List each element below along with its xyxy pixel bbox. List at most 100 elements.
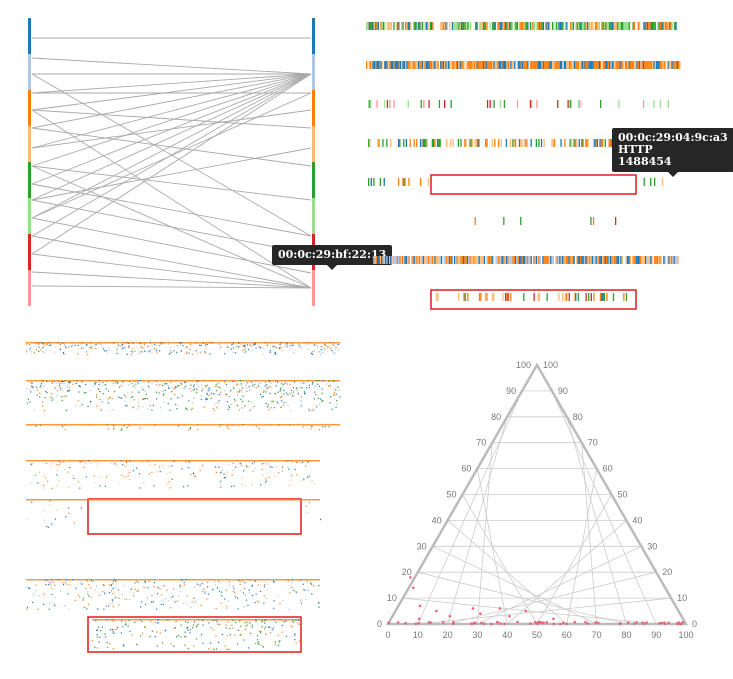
packet-dot[interactable] [192,473,195,475]
packet-tick[interactable] [390,139,392,147]
packet-dot[interactable] [242,460,244,462]
packet-dot[interactable] [141,461,143,463]
packet-tick[interactable] [428,61,430,69]
packet-tick[interactable] [460,61,463,69]
packet-dot[interactable] [196,342,198,344]
packet-tick[interactable] [580,22,582,30]
packet-dot[interactable] [168,387,170,389]
packet-dot[interactable] [187,647,189,650]
packet-dot[interactable] [212,579,214,581]
packet-dot[interactable] [233,387,235,389]
packet-tick[interactable] [631,61,633,69]
packet-tick[interactable] [444,100,446,108]
packet-dot[interactable] [281,395,283,397]
ternary-point[interactable] [490,622,493,626]
packet-tick[interactable] [399,139,401,147]
packet-dot[interactable] [192,389,194,391]
packet-tick[interactable] [432,22,434,30]
packet-dot[interactable] [315,393,317,396]
packet-dot[interactable] [194,475,197,477]
packet-tick[interactable] [637,61,639,69]
ternary-point[interactable] [404,621,407,625]
packet-tick[interactable] [578,139,580,147]
packet-dot[interactable] [227,408,229,411]
ternary-point[interactable] [508,614,511,618]
packet-tick[interactable] [654,178,656,186]
packet-dot[interactable] [54,518,56,520]
packet-dot[interactable] [112,583,114,585]
packet-dot[interactable] [104,485,107,487]
packet-dot[interactable] [219,426,221,428]
packet-dot[interactable] [328,385,330,387]
packet-dot[interactable] [287,465,289,468]
ternary-point[interactable] [565,622,568,626]
packet-dot[interactable] [269,392,271,395]
packet-dot[interactable] [145,393,147,395]
packet-dot[interactable] [190,408,193,411]
packet-dot[interactable] [77,481,80,483]
packet-tick[interactable] [561,256,564,264]
packet-dot[interactable] [127,392,129,394]
packet-dot[interactable] [280,346,282,349]
packet-tick[interactable] [634,256,636,264]
packet-tick[interactable] [529,22,532,30]
packet-dot[interactable] [321,388,323,390]
packet-dot[interactable] [186,346,188,348]
packet-dot[interactable] [101,591,104,593]
packet-tick[interactable] [612,293,615,301]
packet-dot[interactable] [248,589,250,591]
packet-tick[interactable] [632,256,634,264]
ternary-point[interactable] [545,621,549,624]
packet-dot[interactable] [301,479,303,482]
packet-dot[interactable] [293,381,296,383]
packet-tick[interactable] [537,22,539,30]
packet-tick[interactable] [619,61,621,69]
packet-dot[interactable] [217,623,219,625]
packet-tick[interactable] [406,22,408,30]
host-segment-right[interactable] [312,198,315,234]
packet-dot[interactable] [147,351,150,353]
packet-dot[interactable] [144,587,146,589]
packet-tick[interactable] [420,100,422,108]
packet-dot[interactable] [34,474,37,476]
packet-dot[interactable] [243,639,245,641]
packet-dot[interactable] [108,342,110,344]
packet-dot[interactable] [303,382,305,384]
packet-dot[interactable] [213,342,216,344]
packet-dot[interactable] [239,380,241,382]
packet-tick[interactable] [637,256,639,264]
packet-tick[interactable] [646,22,649,30]
packet-dot[interactable] [146,596,149,598]
packet-dot[interactable] [249,389,251,391]
packet-dot[interactable] [100,409,102,411]
packet-dot[interactable] [35,342,37,344]
packet-tick[interactable] [548,256,551,264]
packet-dot[interactable] [337,349,340,351]
packet-dot[interactable] [97,626,100,628]
packet-tick[interactable] [433,61,435,69]
packet-dot[interactable] [328,426,330,428]
packet-dot[interactable] [246,382,249,384]
packet-dot[interactable] [312,409,315,411]
packet-tick[interactable] [547,256,549,264]
packet-scatter-rows[interactable] [20,336,350,654]
packet-tick[interactable] [570,22,572,30]
scatter-band[interactable] [26,342,340,356]
packet-dot[interactable] [51,393,53,395]
packet-dot[interactable] [320,349,322,351]
packet-tick[interactable] [649,61,651,69]
packet-dot[interactable] [161,599,163,601]
packet-tick[interactable] [642,100,645,108]
packet-dot[interactable] [104,350,106,352]
packet-dot[interactable] [30,346,32,348]
packet-tick[interactable] [485,22,487,30]
ternary-point[interactable] [387,621,390,625]
packet-dot[interactable] [196,352,199,355]
packet-dot[interactable] [51,381,53,383]
packet-dot[interactable] [269,466,271,468]
packet-dot[interactable] [141,620,143,623]
packet-dot[interactable] [66,583,69,585]
packet-dot[interactable] [143,349,145,351]
packet-dot[interactable] [82,460,84,463]
packet-tick[interactable] [404,256,406,264]
